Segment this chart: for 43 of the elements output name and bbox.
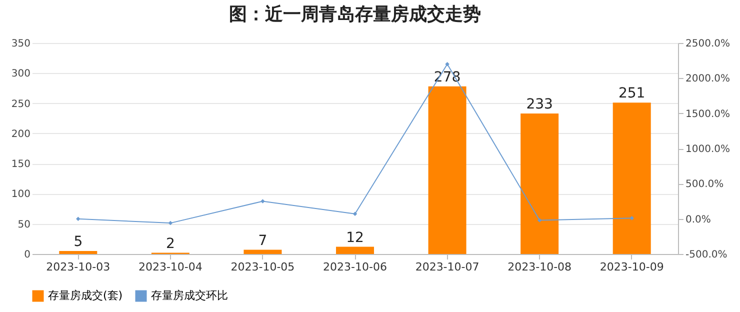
data-label: 2 [166,236,175,252]
y2-tick-label: -500.0% [686,250,728,260]
point [630,216,634,220]
bar [428,86,466,254]
point [260,199,265,204]
y2-tick-label: 0.0% [686,214,711,226]
bar [336,246,374,254]
y-tick-label: 50 [18,219,30,230]
y-tick-label: 0 [24,250,30,260]
point [168,220,173,226]
point [352,212,358,216]
y2-tick-label: 2500.0% [686,38,730,50]
x-tick-label: 2023-10-03 [46,260,110,274]
data-label: 5 [74,234,83,250]
y-tick-label: 200 [11,128,30,140]
point [76,216,80,221]
x-tick-label: 2023-10-04 [138,260,202,274]
chart-title: 图：近一周青岛存量房成交走势 [229,4,481,25]
bar [244,250,282,254]
y-tick-label: 300 [11,68,30,80]
x-tick-label: 2023-10-09 [600,260,664,274]
y-tick-label: 350 [11,38,30,50]
y2-tick-label: 500.0% [686,179,724,190]
data-label: 7 [258,232,268,249]
x-tick-label: 2023-10-07 [415,260,480,274]
x-tick-label: 2023-10-08 [508,260,572,274]
bar [520,114,559,254]
y-tick-label: 100 [11,189,30,200]
x-tick-label: 2023-10-05 [230,260,295,274]
x-tick-label: 2023-10-06 [323,260,387,274]
data-label: 251 [618,86,646,102]
y2-tick-label: 2000.0% [686,74,730,85]
y-tick-label: 250 [11,98,30,110]
legend-label: 存量房成交环比 [151,289,228,302]
bar [59,250,98,254]
y2-tick-label: 1500.0% [686,108,730,120]
point [445,62,450,66]
bar [612,102,651,254]
data-label: 233 [526,96,553,113]
y2-tick-label: 1000.0% [686,144,730,155]
y-tick-label: 150 [11,159,30,170]
data-label: 12 [346,230,364,246]
legend-label: 存量房成交(套) [48,289,123,302]
